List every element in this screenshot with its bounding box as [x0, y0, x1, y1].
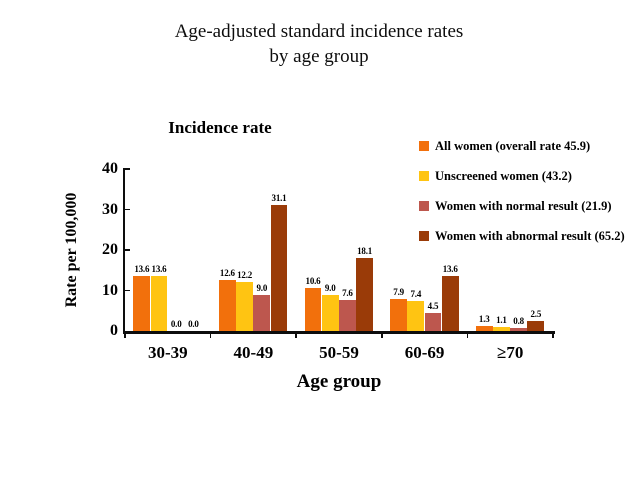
- bar: [441, 275, 459, 331]
- x-axis-label: Age group: [296, 371, 382, 392]
- x-axis: [123, 331, 555, 334]
- legend-item: Women with normal result (21.9): [419, 199, 625, 229]
- y-axis: [123, 168, 125, 334]
- bar: [133, 275, 151, 331]
- bar-value-label: 18.1: [357, 245, 373, 256]
- bar-value-label: 0.0: [188, 319, 199, 329]
- legend: All women (overall rate 45.9) Unscreened …: [419, 139, 625, 259]
- legend-swatch: [419, 171, 429, 181]
- bar: [150, 275, 168, 331]
- bar: [407, 301, 425, 331]
- bar-value-label: 12.6: [219, 267, 235, 278]
- y-tick-label: 20: [102, 241, 118, 258]
- y-tick: [125, 168, 130, 170]
- x-category-label: 50-59: [319, 343, 359, 362]
- bar: [475, 325, 493, 331]
- x-tick: [124, 333, 126, 338]
- bar: [219, 279, 236, 331]
- bar-value-label: 4.5: [427, 300, 439, 311]
- y-tick-label: 40: [102, 160, 118, 177]
- x-tick: [295, 333, 297, 338]
- chart-title: Incidence rate: [168, 118, 272, 137]
- bar: [321, 294, 339, 331]
- bar-value-label: 13.6: [442, 263, 458, 274]
- bar: [270, 205, 288, 331]
- bar: [493, 326, 510, 331]
- bar: [356, 257, 373, 331]
- legend-item: All women (overall rate 45.9): [419, 139, 625, 169]
- bar-value-label: 0.0: [170, 319, 182, 329]
- legend-label: Unscreened women (43.2): [435, 169, 572, 183]
- x-tick: [466, 333, 469, 338]
- bar-value-label: 1.3: [478, 313, 490, 324]
- y-tick: [125, 289, 130, 292]
- bar: [527, 320, 545, 331]
- bar-value-label: 9.0: [256, 282, 268, 293]
- legend-swatch: [419, 201, 429, 211]
- bar-value-label: 31.1: [271, 193, 287, 204]
- bar-value-label: 10.6: [305, 276, 321, 287]
- x-tick: [209, 333, 212, 338]
- bar-value-label: 7.9: [393, 287, 404, 297]
- bar-value-label: 1.1: [496, 314, 507, 325]
- bar: [390, 299, 407, 331]
- bar: [339, 300, 356, 331]
- x-tick: [552, 333, 554, 338]
- legend-swatch: [419, 141, 429, 151]
- bar-value-label: 2.5: [530, 308, 542, 319]
- y-tick-label: 0: [110, 322, 118, 339]
- x-category-label: 60-69: [404, 343, 445, 362]
- x-category-label: 40-49: [233, 343, 274, 362]
- slide-title-line-2: by age group: [269, 46, 369, 67]
- x-category-label: 30-39: [147, 343, 188, 362]
- bar-value-label: 13.6: [134, 263, 150, 274]
- bar: [304, 288, 322, 331]
- bar-value-label: 12.2: [237, 269, 253, 280]
- bar-value-label: 7.6: [342, 288, 353, 299]
- y-tick: [125, 208, 130, 211]
- y-tick: [125, 249, 130, 251]
- slide-title: Age-adjusted standard incidence rates by…: [0, 19, 638, 69]
- bar: [253, 294, 271, 331]
- bar-value-label: 9.0: [324, 282, 336, 293]
- x-category-label: ≥70: [497, 343, 524, 362]
- y-tick-label: 30: [102, 200, 118, 218]
- slide-title-line-1: Age-adjusted standard incidence rates: [174, 21, 464, 42]
- legend-item: Unscreened women (43.2): [419, 169, 625, 199]
- bar-value-label: 13.6: [151, 263, 167, 274]
- bar: [510, 327, 527, 331]
- legend-label: All women (overall rate 45.9): [435, 139, 591, 153]
- bar: [424, 312, 442, 331]
- legend-swatch: [419, 231, 429, 241]
- bar-value-label: 7.4: [410, 289, 422, 300]
- y-tick-label: 10: [102, 281, 118, 299]
- bar: [236, 281, 253, 331]
- legend-item: Women with abnormal result (65.2): [419, 229, 625, 259]
- legend-label: Women with abnormal result (65.2): [435, 229, 625, 243]
- bar-value-label: 0.8: [513, 315, 524, 326]
- x-tick: [381, 333, 383, 338]
- legend-label: Women with normal result (21.9): [435, 199, 612, 213]
